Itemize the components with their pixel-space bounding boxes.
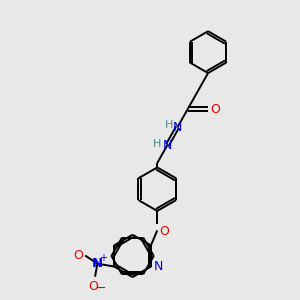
Text: N: N bbox=[163, 139, 172, 152]
Text: N: N bbox=[173, 121, 182, 134]
Text: O: O bbox=[73, 249, 83, 262]
Text: N: N bbox=[154, 260, 163, 273]
Text: −: − bbox=[96, 282, 106, 295]
Text: O: O bbox=[89, 280, 98, 293]
Text: N: N bbox=[92, 257, 103, 270]
Text: O: O bbox=[210, 103, 220, 116]
Text: H: H bbox=[153, 139, 161, 148]
Text: +: + bbox=[99, 254, 107, 263]
Text: O: O bbox=[159, 226, 169, 238]
Text: H: H bbox=[165, 120, 174, 130]
